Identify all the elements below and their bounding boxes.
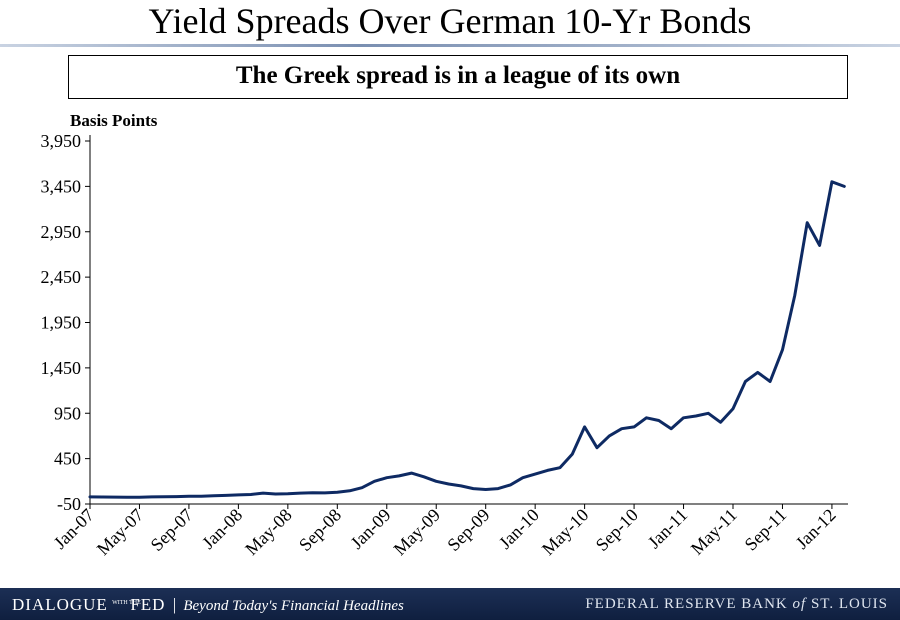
footer-institution-of: of <box>792 596 807 612</box>
y-tick-label: 950 <box>54 403 81 423</box>
title-divider <box>0 44 900 47</box>
footer-brand-dialogue: DIALOGUE <box>12 595 108 614</box>
x-tick-label: Jan-09 <box>347 505 395 553</box>
x-tick-label: Sep-07 <box>147 505 197 555</box>
y-tick-label: 2,450 <box>41 267 82 287</box>
y-tick-label: 1,950 <box>41 313 82 333</box>
y-tick-label: 1,450 <box>41 358 82 378</box>
footer-tagline: Beyond Today's Financial Headlines <box>183 598 404 614</box>
y-tick-label: 3,950 <box>41 131 82 151</box>
footer-institution: FEDERAL RESERVE BANK of ST. LOUIS <box>585 596 888 613</box>
x-tick-label: Jan-08 <box>198 505 246 553</box>
y-tick-label: -50 <box>57 494 81 514</box>
x-tick-label: May-11 <box>687 505 741 559</box>
x-tick-label: Sep-09 <box>443 505 493 555</box>
x-tick-label: Jan-10 <box>495 505 543 553</box>
y-axis: -50 450 950 1,450 1,950 2,450 2,950 3,450 3,950 <box>41 131 91 514</box>
footer-bar: DIALOGUE WITH THE FED | Beyond Today's F… <box>0 588 900 620</box>
footer-institution-part1: FEDERAL RESERVE BANK <box>585 596 793 612</box>
x-tick-label: May-10 <box>538 505 592 559</box>
x-tick-label: Sep-08 <box>295 505 345 555</box>
x-tick-label: Sep-10 <box>592 505 642 555</box>
y-tick-label: 3,450 <box>41 176 82 196</box>
chart: Basis Points -50 450 950 1,450 1,950 2,450 2,9… <box>41 111 848 559</box>
y-tick-label: 2,950 <box>41 222 82 242</box>
x-tick-label: May-07 <box>93 505 147 559</box>
x-tick-label: May-09 <box>390 505 444 559</box>
x-tick-label: Sep-11 <box>741 505 791 555</box>
footer-institution-part2: ST. LOUIS <box>806 596 888 612</box>
y-tick-label: 450 <box>54 449 81 469</box>
chart-subtitle: The Greek spread is in a league of its o… <box>68 55 848 99</box>
footer-separator: | <box>172 595 177 614</box>
x-tick-label: May-08 <box>241 505 295 559</box>
series-layer <box>88 180 846 499</box>
series-line-0 <box>88 180 846 499</box>
footer-brand-fed: FED <box>130 595 166 614</box>
y-axis-label: Basis Points <box>70 111 158 130</box>
page-title: Yield Spreads Over German 10-Yr Bonds <box>148 1 752 41</box>
footer-brand-with-the: WITH THE <box>112 600 141 606</box>
x-tick-label: Jan-11 <box>644 505 692 553</box>
x-tick-label: Jan-12 <box>792 505 840 553</box>
footer-brand: DIALOGUE WITH THE FED | Beyond Today's F… <box>12 595 404 615</box>
